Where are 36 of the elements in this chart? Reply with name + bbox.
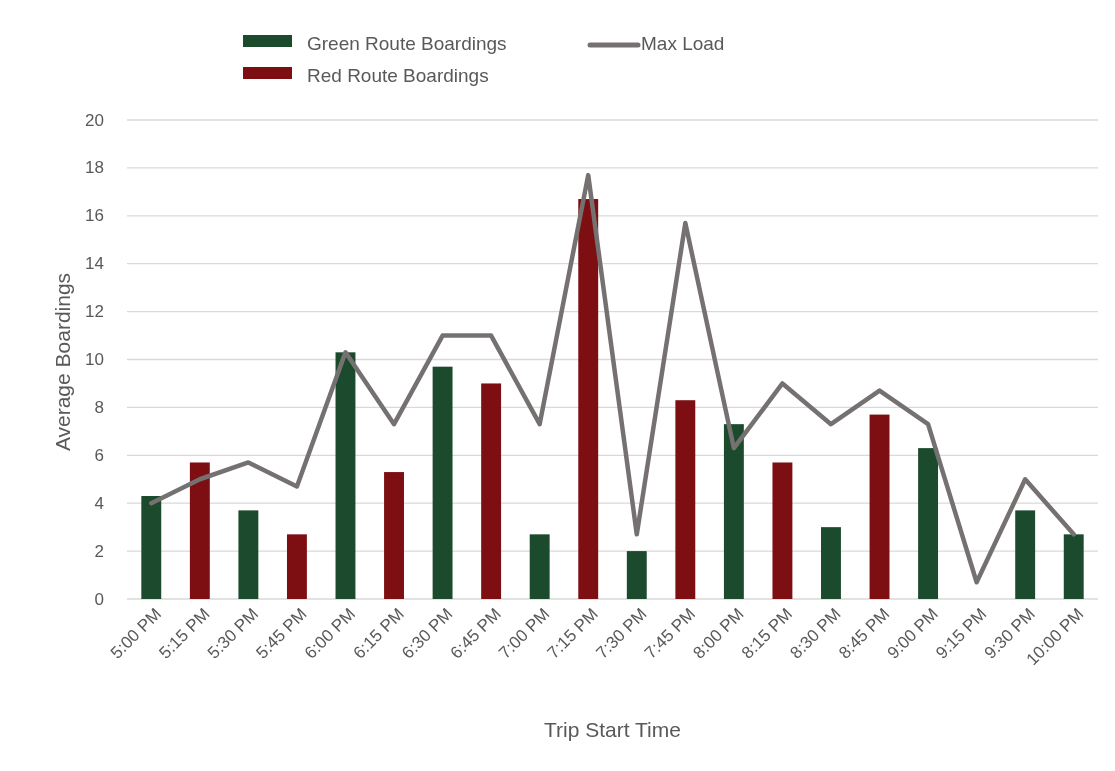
bar [238,510,259,599]
bar [918,448,939,599]
bar [384,472,404,599]
bar [821,527,841,599]
x-axis-title: Trip Start Time [544,717,681,741]
y-tick-label: 10 [85,350,104,369]
y-tick-label: 6 [94,445,104,465]
bar [723,424,744,599]
bar [772,462,793,599]
bar [1015,510,1036,599]
bar [189,462,210,599]
bar [869,414,890,599]
bar [578,199,599,599]
bar [141,496,162,599]
bar [529,534,550,599]
y-tick-label: 20 [85,110,104,130]
y-tick-label: 2 [94,541,104,561]
legend-label: Max Load [641,32,725,54]
y-tick-label: 12 [85,302,104,322]
y-tick-label: 8 [94,397,104,417]
bar [1063,534,1084,599]
y-tick-label: 4 [94,493,104,513]
legend-label: Red Route Boardings [307,64,489,86]
y-tick-label: 0 [94,589,104,609]
y-tick-label: 18 [85,158,104,178]
bar [335,352,356,599]
bar [481,383,502,599]
bar [626,551,647,599]
y-tick-label: 16 [85,206,104,226]
y-axis-title: Average Boardings [50,272,74,452]
bar [675,400,696,599]
bar [432,366,453,599]
line-series [149,172,1076,585]
bar [286,534,307,599]
y-tick-label: 14 [85,254,104,274]
legend-label: Green Route Boardings [307,32,507,54]
